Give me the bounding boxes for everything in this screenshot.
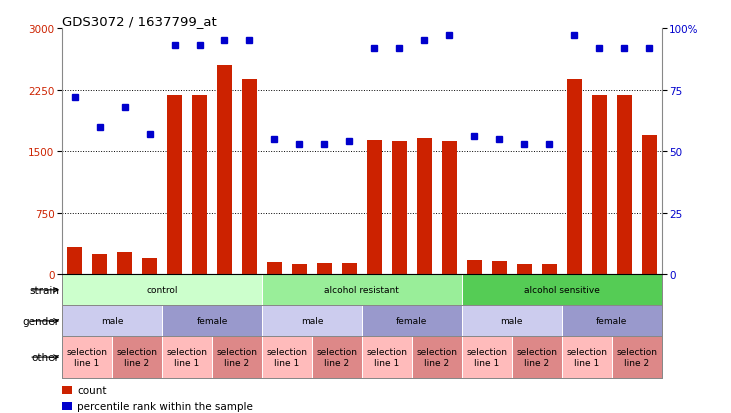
Bar — [312, 337, 362, 378]
Bar — [142, 258, 157, 275]
Bar — [67, 248, 82, 275]
Bar — [612, 337, 662, 378]
Bar — [512, 337, 561, 378]
Text: selection
line 2: selection line 2 — [516, 348, 557, 367]
Bar — [62, 306, 162, 337]
Bar — [517, 264, 531, 275]
Text: selection
line 2: selection line 2 — [616, 348, 657, 367]
Bar — [167, 96, 182, 275]
Bar — [362, 306, 462, 337]
Bar — [292, 264, 307, 275]
Bar — [467, 261, 482, 275]
Text: percentile rank within the sample: percentile rank within the sample — [77, 401, 254, 411]
Bar — [561, 306, 662, 337]
Bar — [92, 254, 107, 275]
Bar — [242, 80, 257, 275]
Bar — [217, 66, 232, 275]
Text: selection
line 2: selection line 2 — [416, 348, 458, 367]
Bar — [642, 135, 656, 275]
Bar — [117, 252, 132, 275]
Bar — [267, 262, 282, 275]
Bar — [417, 139, 432, 275]
Bar — [342, 263, 357, 275]
Text: strain: strain — [29, 285, 59, 295]
Bar — [392, 142, 406, 275]
Text: selection
line 2: selection line 2 — [216, 348, 257, 367]
Text: female: female — [197, 317, 227, 325]
Bar — [112, 337, 162, 378]
Bar — [262, 275, 462, 306]
Text: male: male — [300, 317, 323, 325]
Bar — [617, 96, 632, 275]
Bar — [412, 337, 462, 378]
Text: selection
line 1: selection line 1 — [566, 348, 607, 367]
Text: selection
line 2: selection line 2 — [116, 348, 158, 367]
Bar — [62, 337, 112, 378]
Bar — [591, 96, 607, 275]
Bar — [462, 337, 512, 378]
Text: selection
line 1: selection line 1 — [167, 348, 208, 367]
Bar — [62, 275, 262, 306]
Text: selection
line 1: selection line 1 — [466, 348, 507, 367]
Bar — [162, 306, 262, 337]
Bar — [192, 96, 207, 275]
Text: count: count — [77, 385, 107, 395]
Text: male: male — [501, 317, 523, 325]
Text: female: female — [596, 317, 627, 325]
Bar — [262, 306, 362, 337]
Text: selection
line 1: selection line 1 — [266, 348, 308, 367]
Text: alcohol resistant: alcohol resistant — [325, 286, 399, 294]
Bar — [317, 263, 332, 275]
Text: GDS3072 / 1637799_at: GDS3072 / 1637799_at — [62, 15, 217, 28]
Bar — [492, 261, 507, 275]
Bar — [162, 337, 212, 378]
Text: alcohol sensitive: alcohol sensitive — [523, 286, 599, 294]
Bar — [367, 140, 382, 275]
Text: female: female — [396, 317, 428, 325]
Text: selection
line 1: selection line 1 — [366, 348, 407, 367]
Bar — [561, 337, 612, 378]
Text: male: male — [101, 317, 124, 325]
Text: other: other — [31, 352, 59, 362]
Text: selection
line 2: selection line 2 — [317, 348, 357, 367]
Bar — [212, 337, 262, 378]
Bar — [262, 337, 312, 378]
Bar — [567, 80, 582, 275]
Bar — [462, 275, 662, 306]
Bar — [462, 306, 561, 337]
Bar — [442, 142, 457, 275]
Bar — [362, 337, 412, 378]
Text: control: control — [146, 286, 178, 294]
Text: selection
line 1: selection line 1 — [67, 348, 107, 367]
Text: gender: gender — [22, 316, 59, 326]
Bar — [542, 265, 557, 275]
